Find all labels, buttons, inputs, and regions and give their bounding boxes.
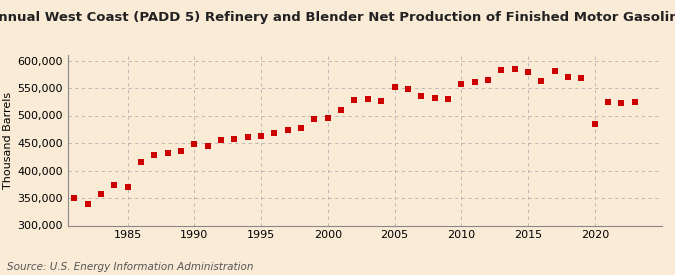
Point — [335, 108, 346, 112]
Point — [589, 122, 600, 127]
Point — [616, 101, 627, 105]
Point — [189, 142, 200, 146]
Point — [429, 96, 440, 100]
Point — [269, 131, 280, 135]
Point — [603, 100, 614, 104]
Point — [576, 76, 587, 80]
Point — [483, 78, 493, 82]
Y-axis label: Thousand Barrels: Thousand Barrels — [3, 92, 13, 189]
Point — [362, 97, 373, 101]
Point — [402, 87, 413, 91]
Point — [536, 79, 547, 83]
Point — [496, 68, 507, 72]
Point — [282, 128, 293, 133]
Point — [469, 80, 480, 84]
Point — [349, 98, 360, 102]
Point — [162, 151, 173, 155]
Point — [309, 117, 320, 122]
Point — [522, 69, 533, 74]
Point — [256, 134, 267, 138]
Point — [215, 138, 226, 142]
Point — [629, 100, 640, 104]
Point — [389, 85, 400, 90]
Point — [509, 67, 520, 71]
Point — [109, 183, 119, 188]
Text: Annual West Coast (PADD 5) Refinery and Blender Net Production of Finished Motor: Annual West Coast (PADD 5) Refinery and … — [0, 11, 675, 24]
Point — [242, 135, 253, 140]
Point — [229, 136, 240, 141]
Point — [69, 196, 80, 200]
Point — [443, 97, 454, 101]
Point — [456, 81, 466, 86]
Point — [323, 116, 333, 120]
Text: Source: U.S. Energy Information Administration: Source: U.S. Energy Information Administ… — [7, 262, 253, 272]
Point — [149, 153, 160, 157]
Point — [563, 75, 574, 79]
Point — [376, 99, 387, 103]
Point — [176, 149, 186, 153]
Point — [296, 125, 306, 130]
Point — [95, 191, 106, 196]
Point — [202, 144, 213, 148]
Point — [122, 185, 133, 189]
Point — [416, 94, 427, 98]
Point — [549, 69, 560, 73]
Point — [136, 160, 146, 164]
Point — [82, 201, 93, 206]
